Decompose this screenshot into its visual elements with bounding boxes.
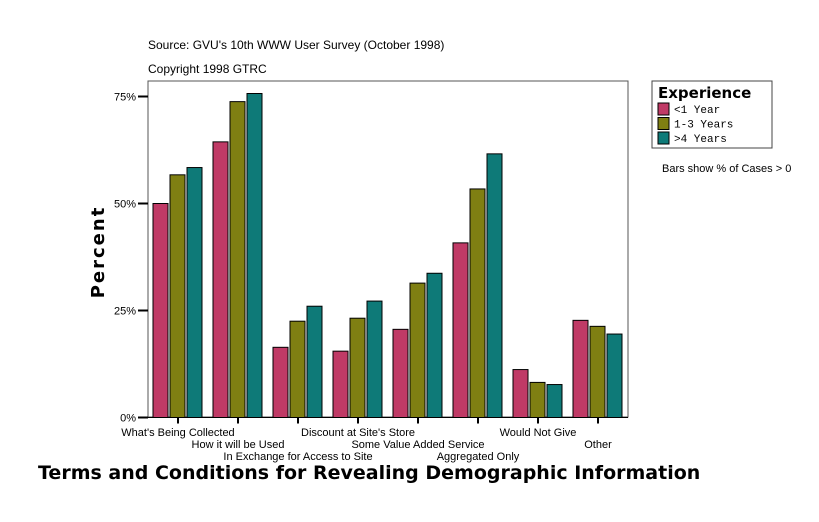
- chart-subtitle-source: Source: GVU's 10th WWW User Survey (Octo…: [148, 38, 444, 52]
- legend-swatch-2: [657, 117, 670, 130]
- legend-label-2: 1-3 Years: [674, 120, 733, 132]
- bar-2-7: [529, 381, 546, 418]
- y-axis-label: Percent: [88, 206, 109, 299]
- x-tick-label: Would Not Give: [500, 427, 577, 439]
- chart-subtitle-copyright: Copyright 1998 GTRC: [148, 62, 267, 76]
- legend: Experience <1 Year 1-3 Years >4 Years: [651, 80, 773, 149]
- x-tick-label: In Exchange for Access to Site: [223, 451, 372, 463]
- y-tick-label: 75%: [114, 92, 136, 104]
- bar-3-2: [246, 93, 263, 418]
- bar-2-8: [589, 325, 606, 418]
- bar-1-1: [152, 203, 169, 418]
- bar-1-5: [392, 328, 409, 418]
- bar-3-5: [426, 272, 443, 418]
- y-tick-label: 0%: [120, 413, 136, 425]
- bar-2-2: [229, 101, 246, 419]
- y-tick-label: 25%: [114, 306, 136, 318]
- chart-note: Bars show % of Cases > 0: [662, 163, 791, 175]
- x-tick-label: How it will be Used: [192, 439, 285, 451]
- bar-1-6: [452, 242, 469, 418]
- bar-1-3: [272, 346, 289, 419]
- bar-1-2: [212, 141, 229, 418]
- bar-2-4: [349, 317, 366, 419]
- legend-title: Experience: [658, 84, 751, 102]
- bar-2-5: [409, 282, 426, 418]
- x-tick-label: Discount at Site's Store: [301, 427, 415, 439]
- bar-3-7: [546, 384, 563, 419]
- y-tick-label: 50%: [114, 199, 136, 211]
- bar-1-7: [512, 369, 529, 418]
- bar-1-8: [572, 319, 589, 418]
- x-tick-label: Some Value Added Service: [351, 439, 484, 451]
- bar-3-1: [186, 167, 203, 418]
- bars: [152, 93, 623, 419]
- y-axis: 0% 25% 50% 75%: [114, 92, 148, 425]
- chart-title: Terms and Conditions for Revealing Demog…: [38, 462, 700, 484]
- x-tick-label: What's Being Collected: [121, 427, 234, 439]
- bar-1-4: [332, 350, 349, 418]
- x-tick-label: Other: [584, 439, 612, 451]
- x-tick-label: Aggregated Only: [437, 451, 520, 463]
- legend-swatch-1: [657, 102, 670, 116]
- bar-2-6: [469, 188, 486, 418]
- bar-2-3: [289, 320, 306, 419]
- bar-3-8: [606, 333, 623, 419]
- bar-2-1: [169, 174, 186, 418]
- bar-3-4: [366, 300, 383, 419]
- legend-label-1: <1 Year: [674, 105, 720, 117]
- legend-swatch-3: [657, 131, 670, 145]
- legend-label-3: >4 Years: [674, 134, 727, 146]
- bar-3-6: [486, 153, 503, 419]
- legend-box: [651, 80, 773, 149]
- bar-3-3: [306, 305, 323, 418]
